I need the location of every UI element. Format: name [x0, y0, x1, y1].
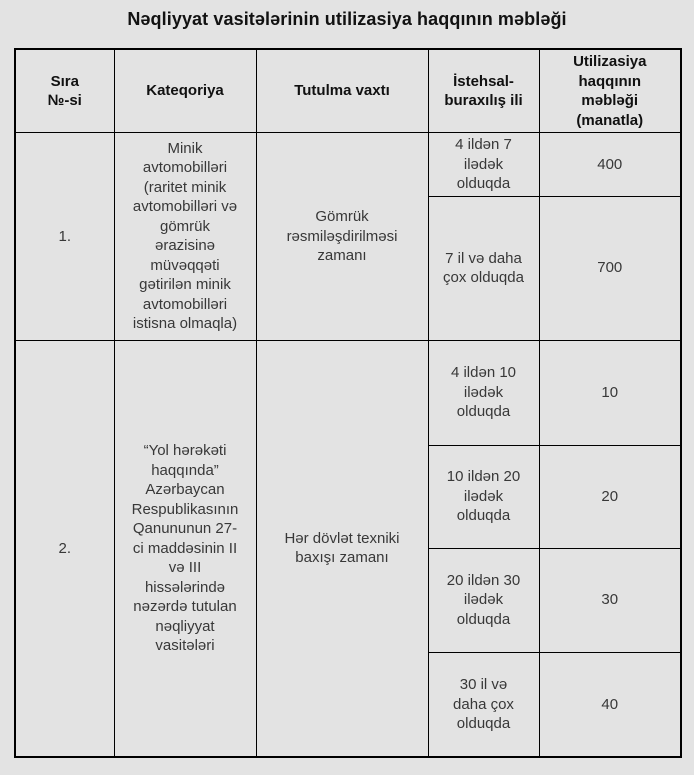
- table-row: 30 il və daha çox olduqda 40: [15, 651, 682, 758]
- row-number-cell: 2.: [14, 339, 115, 758]
- amount-cell: 10: [538, 339, 682, 446]
- amount-cell: 400: [538, 132, 682, 197]
- col-header-production-year: İstehsal- buraxılış ili: [427, 48, 540, 133]
- col-header-category: Kateqoriya: [113, 48, 257, 133]
- col-header-fee-amount: Utilizasiya haqqının məbləği (manatla): [538, 48, 682, 133]
- table-row: 20 ildən 30 ilədək olduqda 30: [15, 547, 682, 653]
- age-range-cell: 4 ildən 10 ilədək olduqda: [427, 339, 540, 446]
- age-range-cell: 30 il və daha çox olduqda: [427, 651, 540, 758]
- page-title: Nəqliyyat vasitələrinin utilizasiya haqq…: [127, 9, 567, 29]
- age-range-cell: 7 il və daha çox olduqda: [427, 195, 540, 341]
- amount-cell: 40: [538, 651, 682, 758]
- amount-cell: 30: [538, 547, 682, 653]
- table-row: 2. “Yol hərəkəti haqqında” Azərbaycan Re…: [14, 339, 682, 758]
- collection-time-cell: Gömrük rəsmiləşdirilməsi zamanı: [255, 132, 429, 341]
- category-cell: “Yol hərəkəti haqqında” Azərbaycan Respu…: [113, 339, 257, 758]
- utilization-fee-table: Sıra №-si Kateqoriya Tutulma vaxtı İsteh…: [14, 48, 682, 758]
- amount-cell: 20: [538, 444, 682, 549]
- amount-cell: 700: [538, 195, 682, 341]
- age-range-cell: 4 ildən 7 ilədək olduqda: [427, 132, 540, 197]
- col-header-number: Sıra №-si: [14, 48, 115, 133]
- category-cell: Minik avtomobilləri (raritet minik avtom…: [113, 132, 257, 341]
- age-range-cell: 20 ildən 30 ilədək olduqda: [427, 547, 540, 653]
- header-row: Sıra №-si Kateqoriya Tutulma vaxtı İsteh…: [14, 48, 682, 133]
- col-header-collection-time: Tutulma vaxtı: [255, 48, 429, 133]
- table-row: 1. Minik avtomobilləri (raritet minik av…: [14, 132, 682, 341]
- row-number-cell: 1.: [14, 132, 115, 341]
- table-row: 10 ildən 20 ilədək olduqda 20: [15, 444, 682, 549]
- collection-time-cell: Hər dövlət texniki baxışı zamanı: [255, 339, 429, 758]
- age-range-cell: 10 ildən 20 ilədək olduqda: [427, 444, 540, 549]
